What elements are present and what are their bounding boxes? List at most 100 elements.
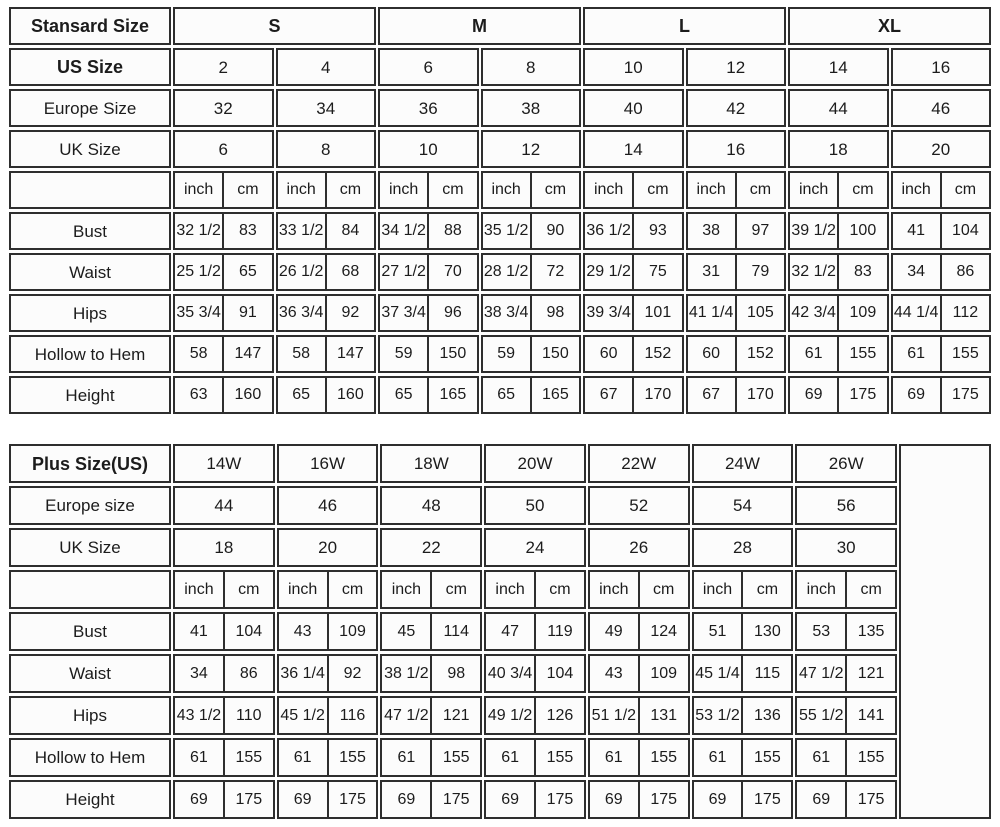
- size-cell: 16: [685, 130, 786, 168]
- row-label: Waist: [9, 253, 171, 291]
- cm-value-cell: 96: [427, 296, 476, 330]
- cm-value-cell: 88: [427, 214, 476, 248]
- inch-value-cell: 47 1/2: [384, 706, 429, 724]
- size-cell: 56: [795, 486, 898, 525]
- measurement-cell-pair: 42 3/4 109: [788, 294, 889, 332]
- row-label: US Size: [9, 48, 171, 86]
- measurement-cell-pair: 27 1/2 70: [378, 253, 479, 291]
- measurement-cell-pair: 34 86: [890, 253, 991, 291]
- table-row: Bust 41 104 43 109 45 114 47 119 49 124 51 130 53 135: [9, 612, 898, 651]
- size-cell: 8: [480, 48, 581, 86]
- measurement-cell-pair: 60 152: [583, 335, 684, 373]
- inch-value-cell: inch: [806, 580, 836, 598]
- measurement-cell-pair: inch cm: [173, 171, 274, 209]
- cm-value-cell: 155: [326, 740, 377, 775]
- size-cell: L: [583, 7, 786, 45]
- measurement-cell-pair: 34 1/2 88: [378, 212, 479, 250]
- inch-value-cell: 33 1/2: [278, 222, 324, 239]
- measurement-cell-pair: 41 104: [173, 612, 275, 651]
- cm-value-cell: 86: [222, 656, 273, 691]
- cm-value-cell: 165: [427, 378, 476, 412]
- inch-value-cell: 65: [497, 386, 516, 403]
- measurement-cell-pair: 69 175: [484, 780, 586, 819]
- table-row: Height 63 160 65 160 65 165 65 165 67 170 67 170 69 17…: [9, 376, 991, 414]
- size-cell: 14: [583, 130, 684, 168]
- size-cell: 14: [788, 48, 889, 86]
- inch-value-cell: 29 1/2: [586, 263, 631, 280]
- row-label: Height: [9, 780, 171, 819]
- cm-value-cell: 152: [734, 337, 784, 371]
- inch-value-cell: 69: [804, 386, 823, 403]
- size-cell: 22W: [587, 444, 690, 483]
- cm-value-cell: 104: [222, 614, 273, 649]
- measurement-cell-pair: 37 3/4 96: [378, 294, 479, 332]
- inch-value-cell: 41: [190, 622, 208, 640]
- measurement-cell-pair: 69 175: [276, 780, 379, 819]
- size-cell: 34: [275, 89, 376, 127]
- standard-size-table: Stansard Size S M L XL US Size 2 4 6 8 10 12 14 16 Eur…: [9, 7, 991, 414]
- size-cell: 24: [484, 528, 586, 567]
- measurement-cell-pair: inch cm: [484, 570, 586, 609]
- measurement-cell-pair: 38 97: [685, 212, 786, 250]
- inch-value-cell: inch: [183, 181, 214, 198]
- inch-value-cell: 69: [604, 790, 623, 808]
- table-row: Europe Size 32 34 36 38 40 42 44 46: [9, 89, 991, 127]
- measurement-cell-pair: 61 155: [788, 335, 889, 373]
- cm-value-cell: 115: [741, 656, 791, 691]
- row-label: Height: [9, 376, 171, 414]
- measurement-cell-pair: 36 1/4 92: [276, 654, 379, 693]
- table-row: Hips 43 1/2 110 45 1/2 116 47 1/2 121 49 1/2 126…: [9, 696, 898, 735]
- measurement-cell-pair: 34 86: [173, 654, 275, 693]
- inch-value-cell: 63: [189, 386, 208, 403]
- cm-value-cell: 83: [222, 214, 271, 248]
- table-row: Hollow to Hem 58 147 58 147 59 150 59 150 60 152 60…: [9, 335, 991, 373]
- measurement-cell-pair: inch cm: [788, 171, 889, 209]
- cm-value-cell: cm: [222, 572, 273, 607]
- table-row: Plus Size(US) 14W 16W 18W 20W 22W 24W 26W: [9, 444, 898, 483]
- measurement-cell-pair: 61 155: [173, 738, 275, 777]
- inch-value-cell: 67: [599, 386, 618, 403]
- measurement-cell-pair: 60 152: [685, 335, 786, 373]
- measurement-cell-pair: 43 1/2 110: [173, 696, 275, 735]
- size-cell: 2: [173, 48, 274, 86]
- row-label: [9, 171, 171, 209]
- measurement-cell-pair: 53 1/2 136: [691, 696, 794, 735]
- table-row: Hollow to Hem 61 155 61 155 61 155 61 155 61 155 61…: [9, 738, 898, 777]
- measurement-cell-pair: 39 3/4 101: [583, 294, 684, 332]
- inch-value-cell: 36 1/2: [586, 222, 631, 239]
- size-cell: 44: [788, 89, 889, 127]
- inch-value-cell: 69: [708, 790, 727, 808]
- measurement-cell-pair: 63 160: [173, 376, 274, 414]
- row-label: Bust: [9, 612, 171, 651]
- inch-value-cell: 36 3/4: [278, 304, 324, 321]
- row-label: Europe Size: [9, 89, 171, 127]
- inch-value-cell: inch: [696, 181, 726, 198]
- cm-value-cell: 121: [845, 656, 895, 691]
- plus-size-table-rows: Plus Size(US) 14W 16W 18W 20W 22W 24W 26W Europe…: [9, 444, 898, 819]
- inch-value-cell: inch: [599, 580, 629, 598]
- size-cell: 52: [587, 486, 690, 525]
- inch-value-cell: 32 1/2: [176, 222, 221, 239]
- size-cell: XL: [788, 7, 991, 45]
- cm-value-cell: 116: [326, 698, 377, 733]
- row-label: Europe size: [9, 486, 171, 525]
- cm-value-cell: 147: [222, 337, 271, 371]
- inch-value-cell: 49 1/2: [487, 706, 533, 724]
- measurement-cell-pair: 36 1/2 93: [583, 212, 684, 250]
- measurement-cell-pair: 67 170: [685, 376, 786, 414]
- measurement-cell-pair: 51 1/2 131: [587, 696, 690, 735]
- cm-value-cell: 126: [534, 698, 584, 733]
- size-cell: M: [378, 7, 581, 45]
- cm-value-cell: cm: [529, 173, 579, 207]
- measurement-cell-pair: inch cm: [583, 171, 684, 209]
- inch-value-cell: inch: [391, 580, 422, 598]
- cm-value-cell: cm: [427, 173, 476, 207]
- table-row: inch cm inch cm inch cm inch cm inch cm inch cm inch…: [9, 570, 898, 609]
- cm-value-cell: cm: [222, 173, 271, 207]
- cm-value-cell: 92: [326, 656, 377, 691]
- cm-value-cell: 147: [324, 337, 374, 371]
- cm-value-cell: 75: [632, 255, 681, 289]
- inch-value-cell: 31: [702, 263, 721, 280]
- inch-value-cell: 61: [501, 748, 519, 766]
- cm-value-cell: 165: [529, 378, 579, 412]
